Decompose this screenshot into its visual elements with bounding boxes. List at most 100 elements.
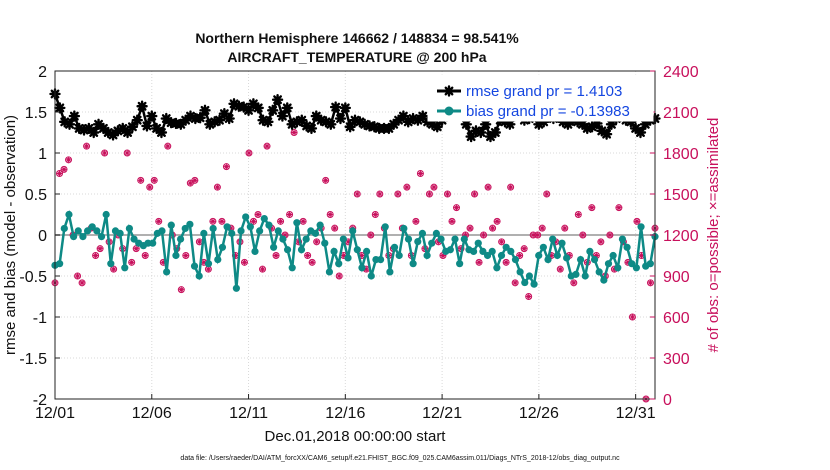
plot-area: 12/01 12/06 12/11 12/16 12/21 12/26 12/31 -2 -1…: [19, 64, 698, 422]
bias-point: [121, 264, 129, 272]
rmse-point: [538, 116, 550, 128]
rmse-point: [68, 110, 81, 122]
obs-count-point: [425, 190, 433, 198]
bias-point: [544, 256, 552, 264]
obs-count-point: [466, 224, 474, 232]
obs-count-point: [245, 149, 253, 157]
chart-title: Northern Hemisphere 146662 / 148834 = 98…: [195, 30, 519, 46]
obs-count-point: [394, 190, 402, 198]
bias-point: [325, 268, 334, 276]
obs-count-point: [484, 183, 492, 191]
chart-subtitle: AIRCRAFT_TEMPERATURE @ 200 hPa: [227, 49, 486, 65]
bias-point: [428, 239, 436, 247]
rmse-point: [349, 114, 361, 126]
rmse-point: [388, 118, 400, 130]
bias-point: [590, 256, 599, 264]
obs-count-point: [313, 238, 321, 246]
bias-point: [260, 215, 268, 223]
bias-point: [209, 224, 217, 233]
rmse-point: [184, 110, 197, 122]
rmse-point: [320, 116, 332, 128]
bias-point: [283, 246, 292, 254]
rmse-point: [489, 126, 502, 139]
rmse-point: [160, 112, 172, 125]
bias-point: [563, 254, 571, 262]
rmse-point: [591, 117, 603, 130]
y-tick-label: 1: [38, 146, 47, 163]
obs-count-point: [137, 176, 145, 184]
obs-count-point: [56, 170, 64, 177]
obs-count-point: [489, 224, 497, 232]
bias-point: [349, 227, 357, 235]
y-right-tick-label: 1800: [663, 146, 699, 163]
obs-count-point: [579, 231, 587, 239]
obs-count-point: [92, 252, 100, 259]
x-axis-ticks: 12/01 12/06 12/11 12/16 12/21 12/26 12/31: [35, 394, 656, 422]
rmse-point: [155, 126, 168, 139]
rmse-point: [92, 118, 105, 130]
bias-point: [474, 239, 482, 247]
obs-count-point: [322, 176, 330, 184]
bias-point: [595, 268, 603, 276]
bias-point: [83, 227, 92, 235]
bias-point: [609, 251, 617, 260]
y-right-tick-label: 2100: [663, 105, 699, 122]
rmse-point: [479, 118, 492, 130]
bias-point: [74, 227, 82, 235]
obs-count-point: [443, 190, 451, 198]
bias-point: [539, 243, 547, 251]
rmse-point: [78, 124, 90, 136]
rmse-point: [465, 130, 477, 143]
bias-point: [363, 247, 371, 255]
bias-point: [186, 220, 194, 228]
rmse-point: [470, 125, 482, 137]
rmse-point: [238, 101, 250, 113]
rmse-point: [310, 110, 322, 122]
obs-count-point: [556, 265, 564, 273]
bias-point: [418, 229, 427, 237]
obs-count-point: [507, 183, 515, 191]
rmse-point: [54, 102, 66, 114]
bias-point: [423, 251, 431, 260]
bias-point: [251, 247, 259, 255]
rmse-point: [88, 126, 100, 139]
rmse-point: [571, 116, 584, 128]
bias-point: [521, 278, 529, 287]
obs-count-point: [290, 129, 298, 136]
bias-point: [228, 229, 236, 237]
obs-count-point: [416, 170, 424, 177]
bias-point: [79, 233, 87, 241]
obs-count-point: [633, 217, 641, 225]
bias-point: [302, 235, 310, 243]
rmse-point: [300, 120, 313, 132]
rmse-point: [596, 125, 608, 137]
obs-count-point: [525, 293, 533, 300]
bias-point: [493, 264, 501, 272]
bias-point: [70, 233, 78, 241]
bias-point: [335, 260, 343, 268]
bias-point: [288, 264, 296, 272]
obs-count-point: [191, 176, 199, 184]
rmse-point: [460, 118, 472, 130]
bias-point: [297, 246, 306, 254]
obs-count-point: [403, 183, 411, 191]
bias-point: [176, 235, 185, 243]
bias-point: [395, 251, 403, 260]
legend-rmse-marker: [443, 85, 455, 97]
obs-count-point: [286, 211, 294, 218]
bias-point: [214, 256, 222, 264]
rmse-point: [146, 110, 158, 122]
obs-count-point: [96, 245, 104, 253]
bias-point: [344, 254, 352, 262]
bias-point: [149, 239, 157, 247]
bias-point: [470, 247, 478, 255]
obs-count-point: [493, 217, 501, 225]
obs-count-point: [74, 272, 82, 280]
obs-count-point: [141, 252, 149, 259]
rmse-point: [218, 107, 231, 120]
y-axis-ticks: -2 -1.5 -1 -0.5 0 0.5 1 1.5 2: [19, 64, 60, 409]
rmse-point: [329, 101, 342, 113]
bias-point: [270, 243, 278, 251]
rmse-point: [267, 104, 279, 117]
obs-count-point: [304, 252, 312, 259]
